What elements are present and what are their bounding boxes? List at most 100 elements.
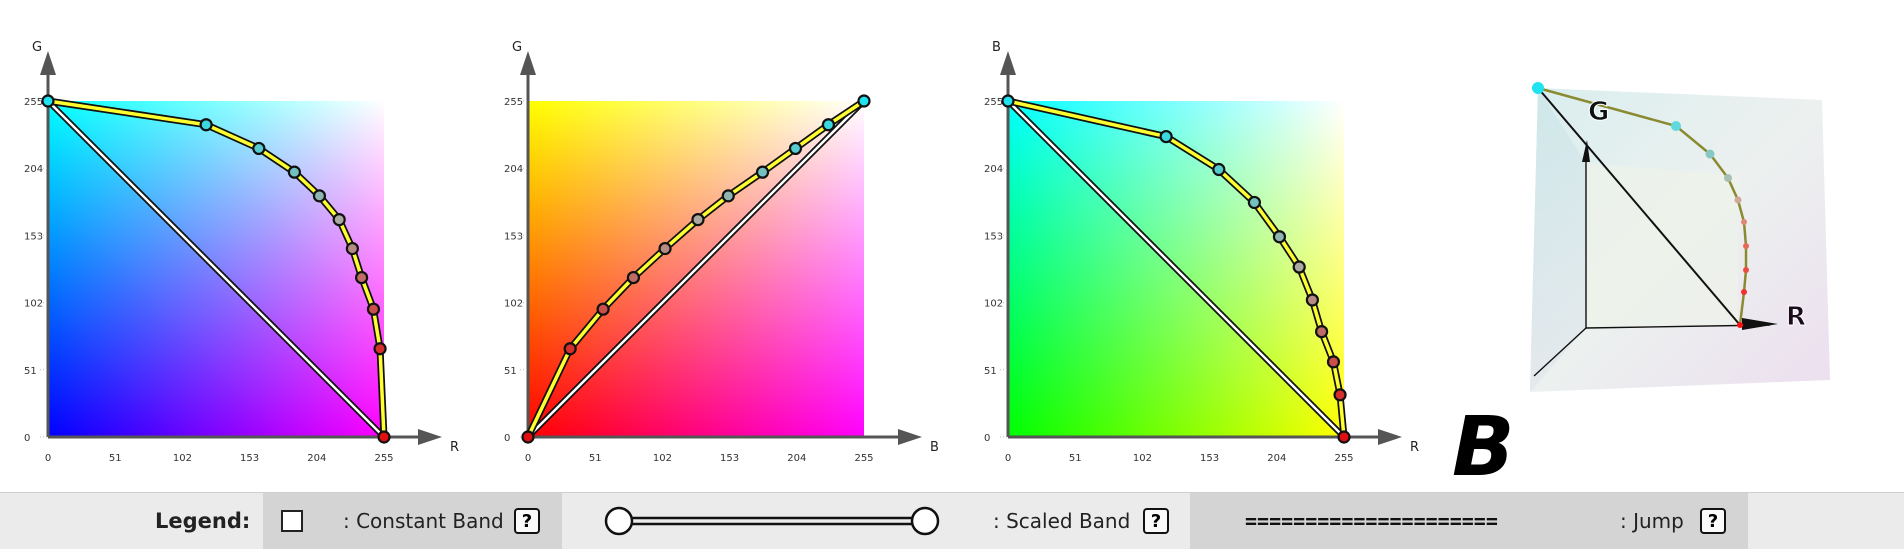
x-axis-arrow: [418, 429, 442, 445]
cube-node[interactable]: [1743, 243, 1749, 249]
curve-node[interactable]: [563, 342, 577, 356]
curve-node[interactable]: [377, 430, 391, 444]
curve-node[interactable]: [1305, 293, 1319, 307]
legend-seg-jump: [1190, 493, 1748, 549]
x-tick-label: 153: [240, 453, 259, 464]
curve-node[interactable]: [721, 189, 735, 203]
y-tick-label: 204: [24, 164, 43, 175]
y-tick-label: 255: [504, 97, 523, 108]
cube-node[interactable]: [1705, 149, 1715, 159]
curve-node[interactable]: [199, 118, 213, 132]
jump-swatch: =====================: [1245, 509, 1498, 533]
curve-node[interactable]: [755, 165, 770, 179]
curve-node[interactable]: [691, 212, 705, 227]
curve-node[interactable]: [1272, 230, 1287, 244]
x-tick-label: 0: [525, 453, 531, 464]
curve-node[interactable]: [366, 302, 381, 316]
y-tick-label: 153: [504, 231, 523, 242]
curve-node[interactable]: [1314, 324, 1329, 339]
cube-node-start[interactable]: [1532, 82, 1544, 94]
bg-chart: B G 0 51 102 153 204 255 0 51 102 153 204 255: [504, 40, 939, 464]
cube-label-b: B: [1452, 400, 1515, 492]
cube-label-r: R: [1786, 302, 1806, 332]
curve-node[interactable]: [658, 241, 672, 256]
cube-label-g: G: [1588, 97, 1609, 127]
x-tick-label: 204: [307, 453, 326, 464]
x-axis-label: B: [930, 440, 939, 455]
curve-node[interactable]: [821, 118, 836, 132]
cube-node[interactable]: [1741, 219, 1747, 225]
curve-node[interactable]: [626, 270, 641, 285]
jump-help-button[interactable]: ?: [1700, 508, 1726, 534]
curve-node[interactable]: [596, 302, 610, 316]
jump-label: : Jump: [1620, 509, 1684, 533]
y-tick-label: 102: [24, 299, 43, 310]
curve-node[interactable]: [857, 94, 871, 108]
legend-seg-constant: [263, 493, 562, 549]
y-tick-label: 255: [24, 97, 43, 108]
scaled-band-label: : Scaled Band: [993, 509, 1131, 533]
cube-diagonal: [1537, 87, 1741, 326]
cube-node[interactable]: [1743, 267, 1749, 273]
y-tick-label: 102: [984, 299, 1003, 310]
x-tick-label: 204: [1267, 453, 1286, 464]
constant-band-help-button[interactable]: ?: [514, 508, 540, 534]
y-axis-arrow: [40, 51, 56, 75]
cube-axis-r-arrow: [1742, 318, 1778, 330]
x-tick-label: 255: [374, 453, 393, 464]
curve-node[interactable]: [1159, 129, 1173, 144]
curve-node[interactable]: [1212, 162, 1226, 177]
x-tick-label: 102: [653, 453, 672, 464]
curve-node[interactable]: [1247, 195, 1262, 210]
y-tick-label: 204: [504, 164, 523, 175]
x-tick-label: 102: [173, 453, 192, 464]
curve-node[interactable]: [252, 141, 266, 156]
y-axis-arrow: [1000, 51, 1016, 75]
diagonal-inner: [527, 100, 865, 438]
y-axis-label: G: [512, 40, 522, 55]
curve-node[interactable]: [1292, 260, 1306, 274]
curve-node[interactable]: [521, 430, 535, 444]
x-tick-label: 0: [1005, 453, 1011, 464]
curve-node[interactable]: [1326, 355, 1341, 369]
legend-title: Legend:: [155, 509, 251, 533]
x-tick-label: 51: [1069, 453, 1082, 464]
diagonal-inner: [1007, 100, 1345, 438]
cube-curve: [1537, 86, 1748, 326]
cube-node[interactable]: [1724, 174, 1732, 182]
y-tick-label: 51: [984, 366, 997, 377]
curve-node[interactable]: [332, 212, 346, 227]
curve-node[interactable]: [355, 270, 369, 285]
rg-chart: R G 0 51 102 153 204 255 0 51 102 153 204 255: [24, 40, 459, 464]
constant-band-swatch: [281, 510, 303, 532]
x-tick-label: 255: [854, 453, 873, 464]
y-tick-label: 204: [984, 164, 1003, 175]
x-tick-label: 153: [720, 453, 739, 464]
curve-node[interactable]: [345, 241, 359, 256]
y-tick-label: 153: [984, 231, 1003, 242]
curve-node[interactable]: [373, 342, 387, 356]
cube-node[interactable]: [1734, 196, 1742, 204]
rgb-cube-3d-view[interactable]: G R B: [1452, 82, 1830, 492]
cube-node[interactable]: [1671, 121, 1681, 131]
curve-node[interactable]: [312, 189, 327, 203]
curve-node[interactable]: [788, 141, 803, 156]
curve-node[interactable]: [1337, 430, 1351, 444]
x-tick-label: 51: [589, 453, 602, 464]
curve-node[interactable]: [1333, 388, 1347, 402]
x-tick-label: 255: [1334, 453, 1353, 464]
y-tick-label: 153: [24, 231, 43, 242]
constant-band-label: : Constant Band: [343, 509, 504, 533]
x-axis-arrow: [1378, 429, 1402, 445]
curve-node[interactable]: [1001, 94, 1015, 108]
cube-node-end[interactable]: [1737, 322, 1743, 328]
scaled-band-swatch: [604, 506, 940, 536]
curve-node[interactable]: [41, 94, 55, 108]
scaled-band-help-button[interactable]: ?: [1143, 508, 1169, 534]
cube-node[interactable]: [1741, 289, 1747, 295]
x-tick-label: 51: [109, 453, 122, 464]
cube-axis-b: [1533, 327, 1587, 377]
curve-node[interactable]: [287, 165, 301, 179]
x-axis-arrow: [898, 429, 922, 445]
x-tick-label: 102: [1133, 453, 1152, 464]
